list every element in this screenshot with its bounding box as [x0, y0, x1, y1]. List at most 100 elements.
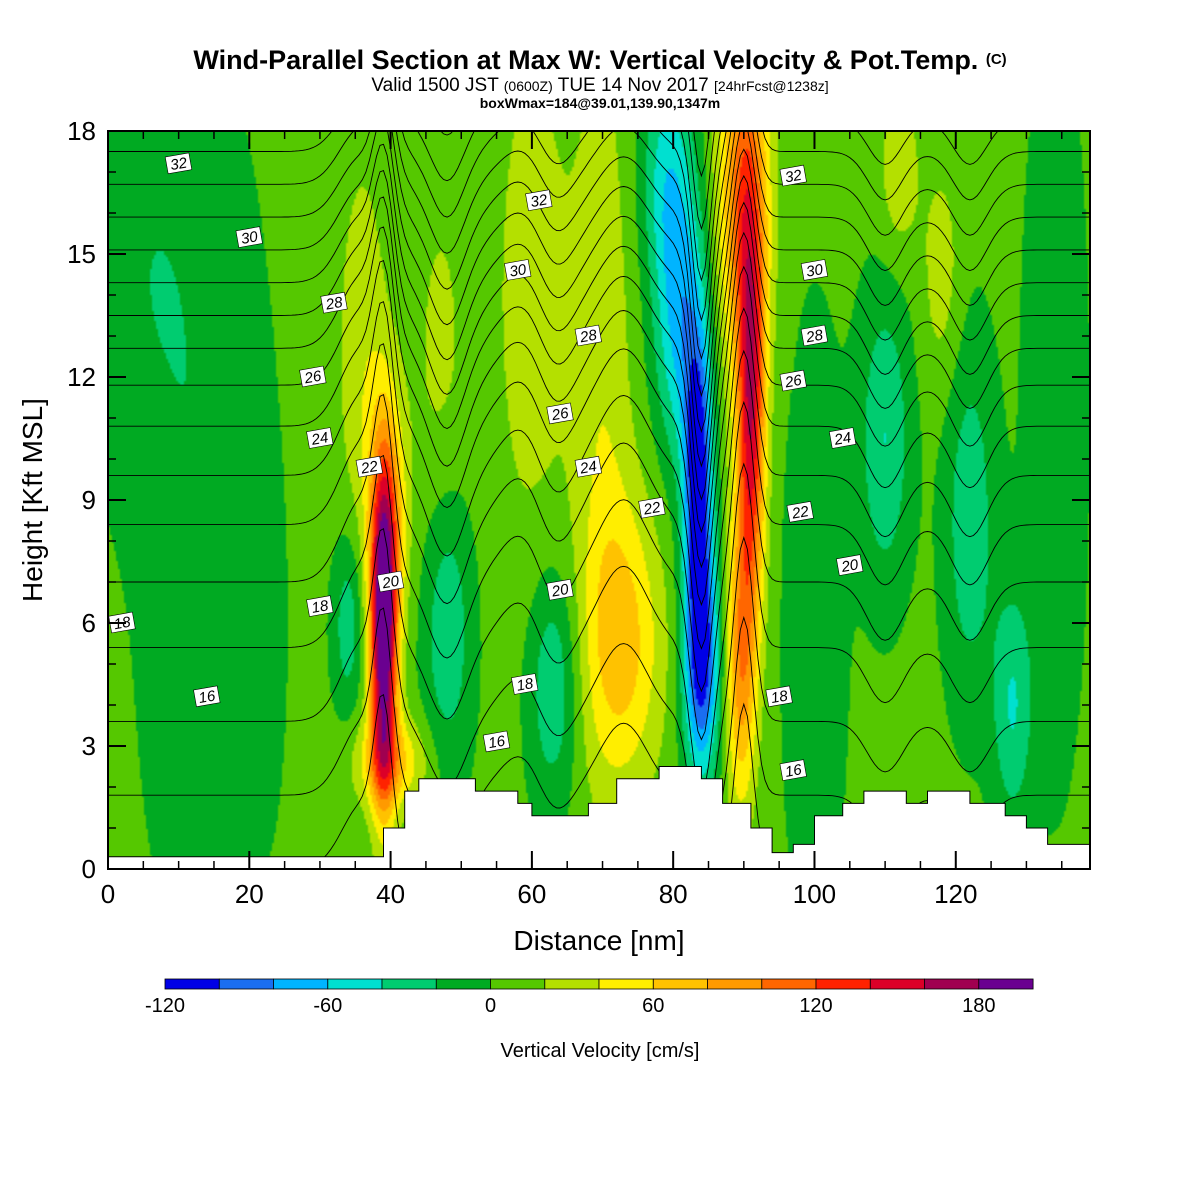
theta-contour-18	[108, 454, 1090, 795]
contour-label-text: 30	[805, 261, 825, 281]
x-axis-title: Distance [nm]	[513, 925, 684, 956]
contour-label: 30	[800, 259, 829, 281]
contour-label-text: 22	[359, 458, 380, 478]
contour-label: 16	[482, 730, 511, 752]
contour-label-text: 20	[839, 556, 860, 576]
theta-contour-28	[108, 131, 1090, 398]
contour-label: 26	[546, 402, 574, 424]
y-tick-label: 3	[82, 731, 96, 761]
valid-utc: (0600Z)	[503, 78, 553, 94]
valid-time: Valid 1500 JST	[371, 75, 499, 96]
terrain-profile	[107, 766, 1091, 870]
contour-label-text: 24	[309, 429, 329, 449]
contour-label: 22	[355, 455, 383, 478]
contour-label-text: 22	[790, 503, 811, 523]
x-tick-label: 0	[101, 879, 115, 909]
contour-label: 32	[779, 164, 807, 187]
colorbar-swatch	[707, 978, 763, 990]
contour-label-text: 18	[770, 687, 790, 707]
colorbar-swatch	[815, 978, 871, 990]
colorbar-tick-label: 180	[962, 995, 995, 1017]
contour-label: 16	[193, 685, 221, 707]
contour-label-text: 26	[783, 372, 804, 392]
contour-label: 18	[306, 595, 334, 617]
colorbar-swatch	[869, 978, 925, 990]
chart-title-text: Wind-Parallel Section at Max W: Vertical…	[193, 45, 979, 75]
colorbar-swatch	[652, 978, 708, 990]
theta-contour-16	[108, 607, 1090, 869]
theta-contour-26	[108, 143, 1090, 468]
contour-label: 16	[779, 759, 807, 781]
contour-label-text: 32	[529, 191, 549, 211]
axes: 0 20 40 60 80 100 120 0 3 6 9 12 15 18	[67, 116, 1090, 909]
contour-label-text: 16	[197, 687, 217, 707]
contour-label: 22	[638, 496, 666, 519]
colorbar-swatch	[761, 978, 817, 990]
forecast-run: [24hrFcst@1238z]	[714, 78, 829, 94]
contour-label-text: 24	[832, 429, 852, 449]
theta-contour-17	[108, 527, 1090, 855]
contour-label-text: 28	[578, 327, 599, 347]
contour-label-text: 30	[508, 261, 528, 281]
y-axis-title: Height [Kft MSL]	[17, 398, 48, 602]
theta-contour-30	[108, 131, 1090, 322]
theta-contour-22	[108, 259, 1090, 607]
contour-label-text: 16	[784, 761, 804, 781]
colorbar-swatch	[598, 978, 654, 990]
x-tick-label: 60	[517, 879, 546, 909]
chart-title: Wind-Parallel Section at Max W: Vertical…	[0, 44, 1200, 76]
contour-label: 28	[574, 324, 602, 347]
contour-label-text: 20	[380, 573, 401, 593]
theta-contour-29	[108, 131, 1090, 361]
contour-label-text: 26	[550, 404, 571, 424]
x-tick-label: 40	[376, 879, 405, 909]
contour-label: 18	[765, 685, 793, 707]
colorbar-swatch	[544, 978, 600, 990]
contour-label-text: 20	[550, 581, 571, 601]
theta-contour-21	[108, 301, 1090, 650]
theta-contour-27	[108, 131, 1090, 434]
x-tick-label: 80	[659, 879, 688, 909]
theta-contour-19	[108, 393, 1090, 741]
colorbar-tick-label: 60	[642, 995, 664, 1017]
colorbar-swatch	[381, 978, 437, 990]
contour-label: 24	[828, 427, 857, 449]
contour-label-text: 22	[641, 499, 662, 519]
colorbar-swatch	[327, 978, 383, 990]
contour-label-text: 28	[324, 294, 345, 314]
copyright-tag: (C)	[985, 51, 1007, 68]
colorbar-swatch	[924, 978, 980, 990]
contour-label-text: 26	[302, 368, 323, 388]
colorbar-swatch	[435, 978, 491, 990]
colorbar-tick-label: -60	[313, 995, 342, 1017]
title-block: Wind-Parallel Section at Max W: Vertical…	[0, 44, 1200, 110]
contour-label: 18	[511, 673, 539, 695]
contour-label: 28	[320, 291, 348, 314]
pot-temp-contour-labels: 32 30 28 26 24 22 20 18 18 16 32 30 28 26 24 22 20 18 16 32…	[108, 152, 864, 781]
contour-label-text: 30	[240, 228, 260, 248]
colorbar-swatch	[273, 978, 329, 990]
contour-label: 24	[306, 427, 334, 449]
x-tick-label: 100	[793, 879, 836, 909]
contour-label-text: 32	[784, 167, 804, 187]
contour-label-text: 18	[310, 597, 330, 617]
y-tick-label: 12	[67, 362, 96, 392]
y-tick-label: 9	[82, 485, 96, 515]
contour-label: 28	[800, 324, 829, 347]
x-tick-label: 120	[934, 879, 977, 909]
contour-label-text: 32	[169, 154, 189, 174]
colorbar-swatch	[218, 978, 275, 990]
colorbar-title: Vertical Velocity [cm/s]	[501, 1040, 700, 1062]
contour-label: 20	[546, 578, 574, 601]
colorbar: -120 -60 0 60 120 180	[145, 978, 1034, 1017]
contour-label-text: 24	[578, 458, 598, 478]
colorbar-swatch	[164, 978, 220, 990]
colorbar-swatch	[978, 978, 1034, 990]
y-tick-label: 18	[67, 116, 96, 146]
contour-label-text: 28	[804, 327, 825, 347]
valid-date: TUE 14 Nov 2017	[557, 75, 709, 96]
contour-label: 24	[574, 455, 602, 478]
contour-label: 30	[504, 259, 532, 281]
contour-label: 20	[376, 570, 405, 593]
